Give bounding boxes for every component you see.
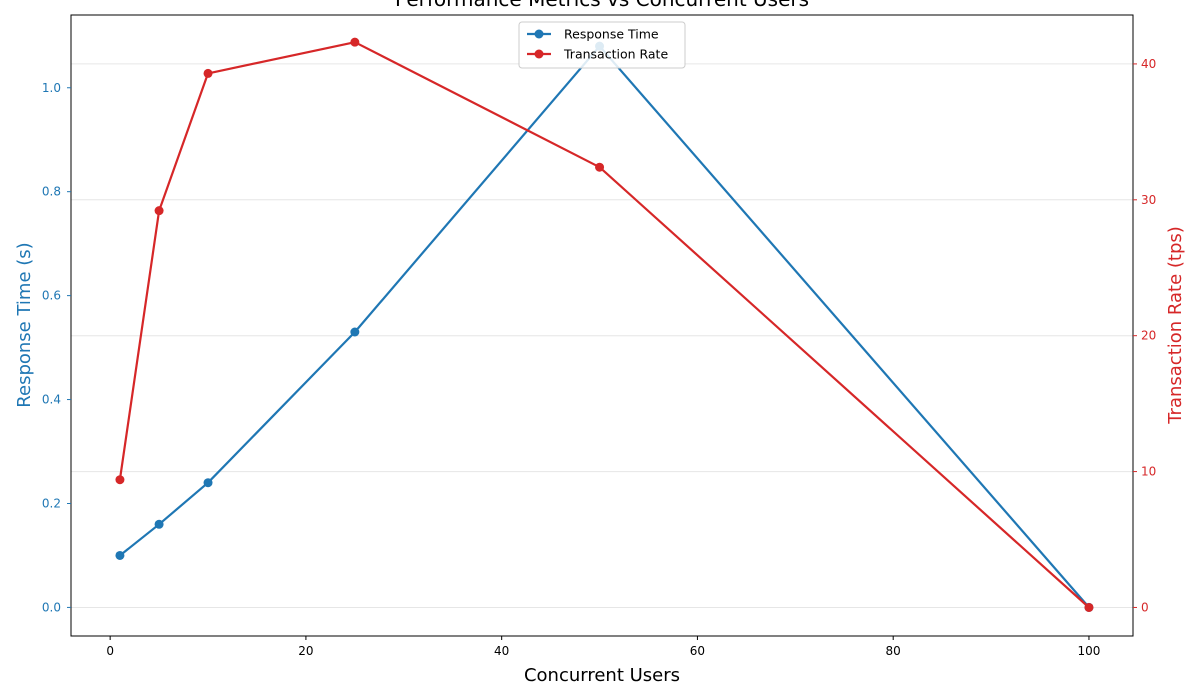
data-point-transaction-rate — [115, 475, 125, 485]
right-y-tick-label: 40 — [1141, 57, 1156, 71]
legend-label-response-time: Response Time — [564, 27, 659, 42]
x-tick-label: 40 — [494, 644, 509, 658]
legend-label-transaction-rate: Transaction Rate — [563, 47, 668, 62]
series-line-transaction-rate — [118, 41, 1090, 609]
right-y-axis: 0 10 20 30 40 — [1133, 57, 1156, 614]
right-y-axis-label: Transaction Rate (tps) — [1165, 226, 1186, 425]
legend: Response Time Transaction Rate — [518, 21, 686, 69]
series-layer — [115, 37, 1094, 612]
plot-area-background — [71, 15, 1133, 636]
x-tick-label: 80 — [886, 644, 901, 658]
plot-frame — [70, 14, 1134, 637]
data-point-response-time — [203, 478, 213, 488]
series-line-response-time — [119, 45, 1090, 609]
left-y-tick-label: 0.0 — [42, 600, 61, 614]
x-axis-label: Concurrent Users — [524, 665, 680, 686]
data-point-response-time — [350, 327, 360, 337]
left-y-tick-label: 0.2 — [42, 496, 61, 510]
left-y-tick-label: 1.0 — [42, 81, 61, 95]
x-tick-label: 20 — [298, 644, 313, 658]
data-point-transaction-rate — [203, 68, 213, 78]
legend-marker-transaction-rate — [534, 49, 544, 59]
right-y-tick-label: 30 — [1141, 193, 1156, 207]
data-point-response-time — [154, 519, 164, 529]
left-y-tick-label: 0.4 — [42, 393, 61, 407]
left-y-tick-label: 0.6 — [42, 289, 61, 303]
x-axis: 0 20 40 60 80 100 — [106, 636, 1100, 658]
data-point-transaction-rate — [595, 162, 605, 172]
x-tick-label: 60 — [690, 644, 705, 658]
left-y-axis: 0.0 0.2 0.4 0.6 0.8 1.0 — [42, 81, 71, 614]
data-point-transaction-rate — [154, 206, 164, 216]
left-y-tick-label: 0.8 — [42, 185, 61, 199]
x-tick-label: 0 — [106, 644, 114, 658]
data-point-transaction-rate — [350, 37, 360, 47]
chart-title: Performance Metrics vs Concurrent Users — [395, 0, 809, 11]
legend-marker-response-time — [534, 29, 544, 39]
legend-box — [518, 21, 686, 69]
right-y-tick-label: 0 — [1141, 600, 1149, 614]
right-y-tick-label: 10 — [1141, 465, 1156, 479]
x-tick-label: 100 — [1078, 644, 1101, 658]
data-point-response-time — [115, 550, 125, 560]
data-point-transaction-rate — [1084, 602, 1094, 612]
right-y-tick-label: 20 — [1141, 329, 1156, 343]
left-y-axis-label: Response Time (s) — [14, 242, 35, 407]
